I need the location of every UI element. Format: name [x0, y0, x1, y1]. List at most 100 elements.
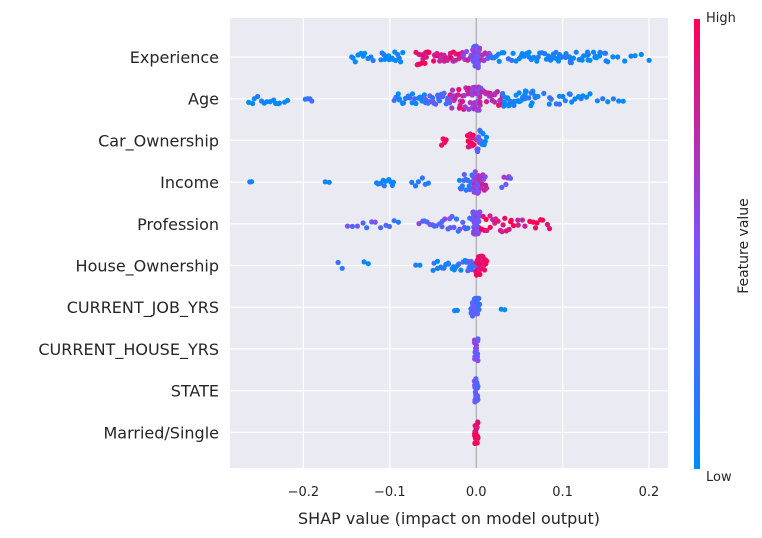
shap-point [503, 181, 509, 187]
shap-point [459, 98, 466, 105]
shap-point [546, 101, 552, 107]
shap-point [370, 57, 376, 64]
shap-point [477, 209, 483, 215]
shap-point [433, 101, 439, 107]
feature-label: Age [188, 90, 219, 109]
shap-point [632, 53, 638, 59]
x-tick-label: 0.2 [639, 485, 660, 500]
shap-point [365, 261, 371, 267]
feature-label: Married/Single [103, 423, 219, 442]
shap-point [250, 100, 256, 107]
shap-point [454, 307, 460, 313]
feature-label: Car_Ownership [98, 131, 219, 151]
x-axis-label: SHAP value (impact on model output) [298, 509, 600, 528]
shap-point [509, 57, 515, 64]
x-tick-label: 0.1 [552, 485, 573, 500]
shap-point [475, 146, 481, 152]
shap-point [583, 94, 590, 100]
shap-point [585, 51, 591, 58]
shap-point [474, 424, 480, 430]
shap-point [474, 311, 481, 317]
shap-point [475, 420, 481, 426]
shap-point [477, 301, 483, 307]
shap-point [372, 219, 378, 225]
shap-point [499, 229, 505, 235]
shap-point [510, 223, 517, 229]
shap-point [476, 218, 482, 225]
shap-point [615, 54, 621, 60]
shap-point [474, 351, 481, 357]
shap-point [395, 91, 401, 97]
shap-point [255, 93, 261, 100]
shap-point [507, 175, 514, 181]
shap-point [476, 189, 482, 195]
shap-point [335, 259, 341, 266]
shap-point [481, 267, 488, 273]
colorbar-low-label: Low [706, 470, 732, 485]
shap-point [409, 91, 416, 97]
shap-point [413, 100, 419, 107]
shap-point [350, 55, 356, 61]
shap-point [483, 134, 490, 140]
shap-point [426, 49, 432, 56]
shap-point [456, 177, 463, 183]
shap-point [475, 358, 481, 364]
shap-point [496, 58, 502, 64]
shap-point [568, 60, 575, 66]
shap-point [471, 142, 477, 148]
shap-point [400, 100, 407, 106]
shap-point [309, 98, 315, 104]
shap-point [460, 52, 466, 58]
shap-point [476, 45, 483, 51]
shap-point [441, 90, 447, 96]
shap-point [407, 95, 413, 101]
x-tick-label: −0.1 [374, 485, 406, 500]
shap-point [419, 175, 425, 181]
shap-point [526, 95, 532, 101]
shap-point [484, 227, 490, 234]
shap-point [560, 93, 566, 100]
shap-point [360, 220, 366, 226]
shap-point [646, 57, 652, 63]
shap-point [459, 183, 465, 189]
shap-point [434, 258, 441, 264]
plot-background [230, 18, 668, 468]
feature-labels: Experience Age Car_Ownership Income Professi… [38, 48, 219, 442]
shap-point [413, 262, 419, 268]
shap-point [522, 88, 529, 94]
shap-point [470, 132, 476, 138]
shap-point [423, 54, 429, 60]
feature-label: House_Ownership [76, 257, 219, 277]
shap-point [378, 225, 384, 231]
shap-point [416, 221, 422, 227]
shap-point [412, 183, 419, 189]
shap-point [354, 223, 360, 229]
shap-point [477, 94, 483, 100]
shap-point [364, 225, 370, 231]
shap-point [442, 216, 448, 222]
shap-point [349, 223, 355, 229]
shap-point [515, 222, 521, 228]
shap-point [455, 92, 461, 98]
data-points [246, 43, 652, 446]
shap-point [572, 96, 578, 102]
shap-point [397, 96, 403, 102]
shap-point [603, 58, 609, 64]
shap-point [465, 225, 471, 231]
shap-point [476, 107, 482, 113]
shap-point [487, 224, 493, 230]
shap-point [483, 216, 489, 222]
shap-point [456, 86, 462, 93]
feature-label: Profession [137, 215, 219, 234]
shap-point [628, 53, 634, 59]
shap-point [548, 96, 554, 102]
shap-point [477, 99, 483, 105]
shap-point [511, 102, 517, 108]
shap-point [422, 60, 428, 66]
shap-point [501, 50, 507, 56]
shap-point [344, 223, 351, 229]
shap-point [483, 185, 490, 191]
shap-point [395, 219, 401, 225]
shap-point [516, 90, 522, 96]
